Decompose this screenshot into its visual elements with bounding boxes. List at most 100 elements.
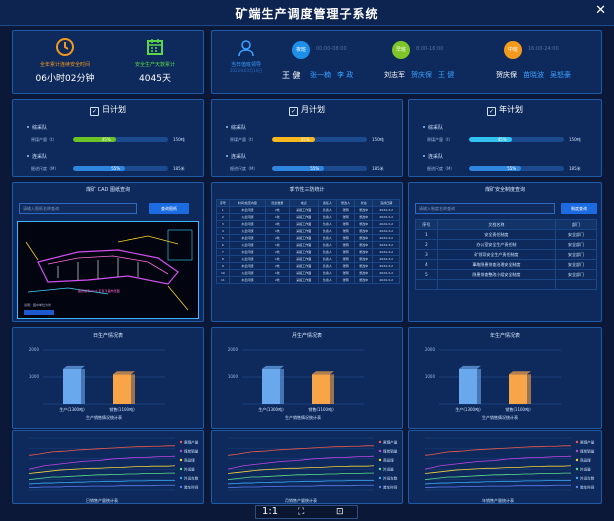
shift-badge: 中班: [504, 41, 522, 59]
progress-fill: [469, 166, 522, 171]
table-row[interactable]: 2 办公室安全生产责任制 安全部门: [415, 239, 598, 250]
bar-side: [527, 374, 531, 404]
legend-marker: [179, 449, 183, 453]
table-header: 隐患数量: [265, 199, 290, 207]
bar: [459, 368, 477, 404]
table-cell: 张明: [336, 269, 356, 277]
legend-label: 外运车数: [580, 476, 595, 481]
table-row[interactable]: 7 水患问题 2处 采掘工作面 负责人 张明 整改中 2024-3-2: [216, 248, 400, 256]
safety-search-input[interactable]: 请输入制度名称查询: [415, 203, 555, 214]
shift-night: 夜班 00:00-08:00 张一楠李 政: [292, 41, 387, 81]
legend-label: 原煤产量: [580, 440, 595, 445]
progress-fill: [272, 137, 315, 142]
title-bar: 矿端生产调度管理子系统 ✕: [0, 0, 614, 26]
table-row[interactable]: 1 安全责任制度 安全部门: [415, 229, 598, 240]
team-name: 综采队: [27, 124, 47, 131]
table-row[interactable]: 10 火患问题 1处 采掘工作面 负责人 张明 整改中 2024-3-2: [216, 269, 400, 277]
series-line: [425, 484, 571, 488]
table-cell: 整改中: [354, 269, 374, 277]
progress-percent: 55%: [310, 166, 320, 171]
cad-search-input[interactable]: 请输入图纸名称查询: [19, 203, 137, 214]
tick-label: 1000: [228, 374, 239, 379]
table-cell: 采掘工作面: [288, 255, 319, 263]
legend-label: 商品煤: [383, 458, 394, 463]
table-row[interactable]: 1 水患问题 2处 采掘工作面 负责人 张明 整改中 2024-3-2: [216, 206, 400, 214]
table-header: 时间/检查内容: [228, 199, 267, 207]
table-cell: 负责人: [317, 206, 338, 214]
table-cell: 2处: [265, 206, 290, 214]
leader-date: 2022年03月16日: [229, 68, 263, 73]
team-name: 连采队: [423, 153, 443, 160]
legend-label: 外运车数: [383, 476, 398, 481]
table-row[interactable]: 6 火患问题 1处 采掘工作面 负责人 张明 整改中 2024-3-2: [216, 241, 400, 249]
table-row[interactable]: 4 事故隐患排查治理安全制度 安全部门: [415, 259, 598, 270]
cad-drawing: 图纸编号2021-矿区平面布置图 说明：图中单位为米: [17, 221, 199, 319]
table-row[interactable]: 2 火患问题 1处 采掘工作面 负责人 张明 整改中 2024-3-2: [216, 213, 400, 221]
table-cell: 1处: [265, 213, 290, 221]
table-cell: 负责人: [317, 213, 338, 221]
shift-person: 张一楠: [310, 71, 331, 79]
cad-search-button[interactable]: 查询图纸: [149, 203, 189, 214]
table-row[interactable]: 3 矿领导安全生产责任制度 安全部门: [415, 249, 598, 260]
table-cell: 负责人: [317, 234, 338, 242]
safety-title: 煤矿安全制度查询: [484, 187, 525, 193]
series-line: [28, 480, 175, 485]
table-cell: 安全部门: [554, 239, 598, 250]
progress-bar: 55%: [469, 166, 564, 171]
table-cell: 9: [216, 262, 230, 270]
table-row[interactable]: 9 水患问题 2处 采掘工作面 负责人 张明 整改中 2024-3-2: [216, 262, 400, 270]
table-row[interactable]: 5 水患问题 2处 采掘工作面 负责人 张明 整改中 2024-3-2: [216, 234, 400, 242]
fit-screen-icon[interactable]: ⛶: [298, 507, 305, 517]
table-cell: 5: [415, 269, 438, 280]
table-row[interactable]: 3 水患问题 2处 采掘工作面 负责人 张明 整改中 2024-3-2: [216, 220, 400, 228]
table-row[interactable]: 11 水患问题 2处 采掘工作面 负责人 张明 整改中 2024-3-2: [216, 276, 400, 284]
clock-icon: [56, 38, 74, 56]
table-row[interactable]: 5 隐患排查整改小组安全制度 安全部门: [415, 269, 598, 280]
production-chart-panel: 年生产情况表 2000 1000 生产(1300吨) 销售(1100吨) 生产销售情况统计…: [408, 327, 602, 429]
line-chart-title: 日销售产量统计表: [86, 497, 118, 503]
leader-name: 王 健: [282, 71, 301, 80]
series-line: [424, 445, 571, 456]
checkbox-icon: ✓: [90, 107, 99, 116]
table-cell: 采掘工作面: [288, 241, 319, 249]
row-label: 掘进尺度（M）: [230, 166, 258, 171]
plan-total: 185米: [173, 166, 185, 171]
legend-marker: [179, 458, 183, 462]
table-cell: 1处: [265, 255, 290, 263]
progress-fill: [272, 166, 325, 171]
table-cell: 1: [415, 229, 438, 240]
chart-title: 月生产情况表: [291, 333, 322, 339]
cad-panel: 煤矿 CAD 图纸查询 请输入图纸名称查询 查询图纸 图纸编号2021-矿区平面…: [12, 182, 204, 322]
table-cell: 安全部门: [554, 269, 598, 280]
table-row[interactable]: 4 火患问题 1处 采掘工作面 负责人 张明 整改中 2024-3-2: [216, 227, 400, 235]
legend-label: 外运量: [184, 467, 195, 472]
cad-title: 煤矿 CAD 图纸查询: [86, 187, 130, 193]
table-cell: 5: [216, 234, 230, 242]
table-cell: 2处: [265, 276, 290, 284]
table-cell: 负责人: [317, 220, 338, 228]
plan-title-text: 日计划: [102, 105, 126, 114]
safety-stats-panel: 全年累计连续安全时间 06小时02分钟 安全生产天数累计 4045天: [12, 30, 204, 94]
safety-search-button[interactable]: 制度查询: [561, 203, 597, 214]
table-cell: 11: [216, 276, 230, 284]
tick-label: 1000: [425, 374, 436, 379]
table-cell: 7: [216, 248, 230, 256]
bar-label: 销售(1100吨): [308, 406, 334, 412]
progress-bar: 55%: [272, 166, 367, 171]
progress-bar: 45%: [272, 137, 367, 142]
table-cell: 整改中: [354, 262, 374, 270]
close-icon[interactable]: ✕: [595, 3, 606, 18]
screenshot-icon[interactable]: ⊡: [336, 507, 344, 517]
series-line: [227, 480, 374, 485]
bar: [262, 368, 280, 404]
table-cell: 负责人: [317, 276, 338, 284]
table-header: 部门: [554, 219, 598, 230]
shift-time: 16:00-24:00: [528, 46, 559, 52]
table-header: 序号: [216, 199, 230, 207]
zoom-reset-button[interactable]: 1:1: [262, 506, 279, 517]
table-row[interactable]: 8 火患问题 1处 采掘工作面 负责人 张明 整改中 2024-3-2: [216, 255, 400, 263]
table-cell: 安全责任制度: [436, 229, 556, 240]
